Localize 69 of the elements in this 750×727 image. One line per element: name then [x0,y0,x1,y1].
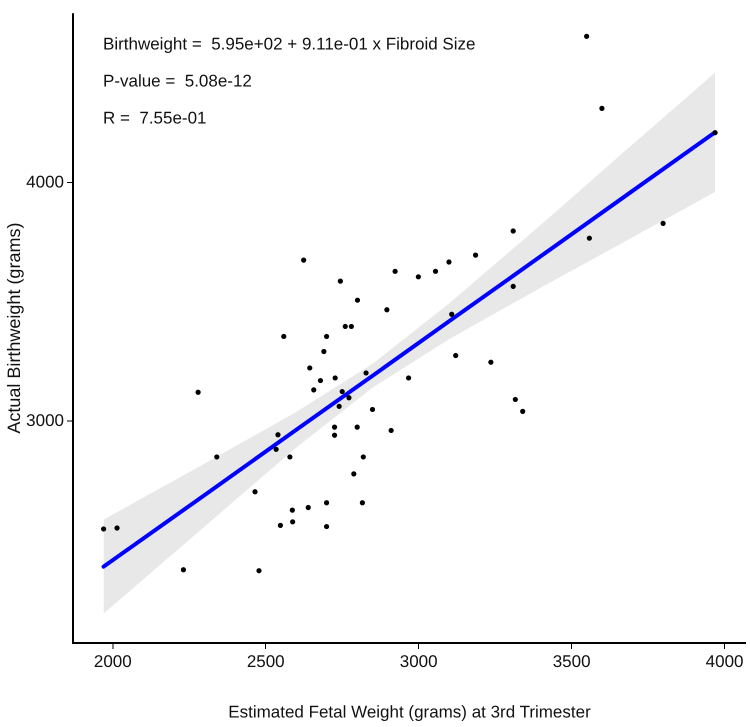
point [510,284,516,289]
point [324,500,330,506]
point [100,526,106,532]
point [324,334,330,340]
point [520,408,526,414]
point [281,334,286,340]
point [354,424,360,430]
x-tick-label: 3500 [552,652,591,671]
point [660,220,666,226]
point [360,454,366,460]
point [584,34,590,39]
point [586,236,592,241]
point [306,504,311,510]
point [290,519,296,524]
point [338,278,343,284]
point [363,370,369,376]
x-tick-label: 2500 [246,652,285,671]
point [432,268,438,274]
x-tick-label: 4000 [706,652,744,671]
annotation: Birthweight = 5.95e+02 + 9.11e-01 x Fibroid Size [103,34,476,54]
point [301,258,306,263]
point [180,567,186,572]
point [340,388,345,394]
point [348,324,354,330]
point [307,365,312,371]
x-tick-label: 2000 [94,652,132,671]
point [321,348,326,354]
point [472,252,478,258]
point [274,446,279,452]
point [384,307,390,312]
point [332,375,338,381]
point [416,274,421,280]
point [336,404,342,409]
point [392,268,398,274]
point [360,500,365,506]
point [446,259,452,265]
point [114,525,120,531]
point [332,424,338,430]
point [488,360,494,365]
point [318,378,324,384]
point [370,406,376,412]
point [510,228,516,234]
point [275,432,281,438]
point [712,130,718,136]
annotation: R = 7.55e-01 [103,108,206,128]
point [332,432,338,438]
point [342,324,348,330]
point [449,312,454,317]
point [252,489,258,494]
point [599,106,605,111]
point [311,387,316,392]
point [453,352,458,358]
point [512,396,518,402]
point [346,395,352,400]
point [287,454,292,460]
point [351,471,356,476]
point [214,454,220,460]
point [278,522,284,528]
point [354,298,360,303]
point [406,375,412,381]
annotation: P-value = 5.08e-12 [103,72,252,91]
point [256,568,262,574]
x-tick-label: 3000 [400,652,438,671]
x-axis-title: Estimated Fetal Weight (grams) at 3rd Trimester [228,702,592,722]
point [388,428,394,434]
y-axis-title: Actual Birthweight (grams) [4,222,24,434]
point [196,390,201,395]
point [324,524,330,530]
point [290,508,295,513]
